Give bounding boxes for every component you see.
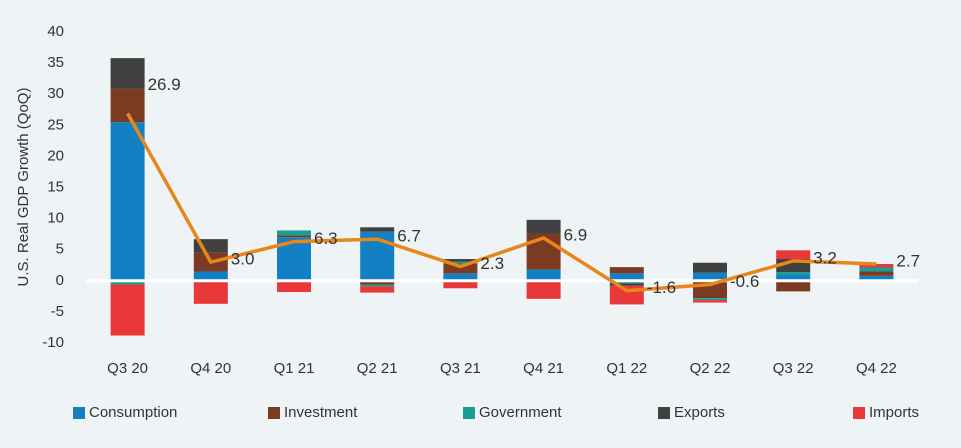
bar-segment bbox=[360, 284, 395, 287]
data-label: -0.6 bbox=[730, 272, 759, 291]
bar-segment bbox=[443, 263, 478, 274]
data-label: 6.3 bbox=[314, 229, 338, 248]
legend-swatch bbox=[73, 407, 85, 419]
bar-segment bbox=[110, 58, 145, 89]
bar-segment bbox=[609, 283, 644, 286]
bar-segment bbox=[110, 88, 145, 123]
bar-segment bbox=[110, 280, 145, 285]
y-tick-label: 25 bbox=[47, 116, 64, 133]
data-label: 2.7 bbox=[896, 251, 920, 270]
legend-label: Government bbox=[479, 404, 562, 421]
bar-segment bbox=[443, 261, 478, 264]
bar-segment bbox=[360, 227, 395, 232]
x-tick-label: Q1 21 bbox=[274, 360, 315, 377]
bar-segment bbox=[609, 267, 644, 274]
bar-segment bbox=[776, 250, 811, 260]
bar-segment bbox=[776, 272, 811, 275]
total-line bbox=[126, 112, 877, 293]
bar-segment bbox=[859, 267, 894, 268]
bar-segment bbox=[360, 280, 395, 285]
bar-segment bbox=[526, 219, 561, 234]
bar-segment bbox=[110, 284, 145, 336]
bar-segment bbox=[859, 264, 894, 268]
data-label: 3.2 bbox=[813, 248, 837, 267]
bar-segment bbox=[859, 275, 894, 281]
x-tick-label: Q4 22 bbox=[856, 360, 897, 377]
legend-swatch bbox=[268, 407, 280, 419]
y-tick-label: 15 bbox=[47, 178, 64, 195]
bar-segment bbox=[693, 300, 727, 303]
bar-segment bbox=[693, 262, 727, 273]
legend-label: Imports bbox=[869, 404, 919, 421]
data-label: 26.9 bbox=[148, 75, 181, 94]
y-tick-label: 30 bbox=[47, 85, 64, 102]
legend-label: Consumption bbox=[89, 404, 177, 421]
bar-segment bbox=[360, 286, 395, 293]
bar-segment bbox=[526, 282, 561, 299]
y-tick-label: 40 bbox=[47, 23, 64, 40]
data-label: 2.3 bbox=[480, 254, 504, 273]
legend-swatch bbox=[463, 407, 475, 419]
x-tick-label: Q1 22 bbox=[606, 360, 647, 377]
bar-segment bbox=[859, 267, 894, 272]
y-tick-label: 5 bbox=[56, 241, 64, 258]
bar-segment bbox=[193, 271, 228, 281]
bar-segment bbox=[609, 273, 644, 281]
data-label: 6.9 bbox=[564, 225, 588, 244]
y-tick-label: 35 bbox=[47, 54, 64, 71]
bar-segment bbox=[193, 281, 228, 304]
y-tick-label: 10 bbox=[47, 210, 64, 227]
bar-segment bbox=[277, 230, 311, 236]
x-tick-label: Q4 20 bbox=[190, 360, 231, 377]
data-label: -1.6 bbox=[647, 278, 676, 297]
x-tick-label: Q3 21 bbox=[440, 360, 481, 377]
bar-segment bbox=[443, 280, 478, 289]
bar-segment bbox=[776, 280, 811, 292]
bar-segment bbox=[110, 122, 145, 281]
x-tick-label: Q2 21 bbox=[357, 360, 398, 377]
y-tick-label: 0 bbox=[56, 272, 64, 289]
legend-swatch bbox=[853, 407, 865, 419]
bar-segment bbox=[443, 259, 478, 262]
x-tick-label: Q3 20 bbox=[107, 360, 148, 377]
legend-swatch bbox=[658, 407, 670, 419]
legend-label: Exports bbox=[674, 404, 725, 421]
y-tick-label: -10 bbox=[42, 334, 64, 351]
data-label: 3.0 bbox=[231, 250, 255, 269]
legend-label: Investment bbox=[284, 404, 358, 421]
bar-segment bbox=[443, 273, 478, 281]
bar-segment bbox=[776, 274, 811, 281]
bar-segment bbox=[526, 269, 561, 281]
data-label: 6.7 bbox=[397, 227, 421, 246]
x-tick-label: Q4 21 bbox=[523, 360, 564, 377]
y-axis-label: U.S. Real GDP Growth (QoQ) bbox=[15, 88, 32, 287]
bar-segment bbox=[693, 272, 727, 281]
y-tick-label: -5 bbox=[51, 303, 64, 320]
bar-segment bbox=[693, 298, 727, 301]
x-tick-label: Q2 22 bbox=[690, 360, 731, 377]
bar-segment bbox=[277, 280, 311, 292]
y-tick-label: 20 bbox=[47, 147, 64, 164]
x-tick-label: Q3 22 bbox=[773, 360, 814, 377]
bar-segment bbox=[277, 235, 311, 238]
bar-segment bbox=[859, 271, 894, 276]
